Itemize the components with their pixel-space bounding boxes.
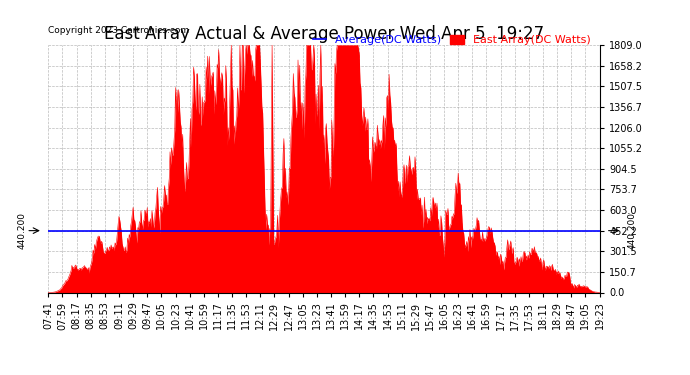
Text: 440.200: 440.200 xyxy=(17,212,26,249)
Title: East Array Actual & Average Power Wed Apr 5  19:27: East Array Actual & Average Power Wed Ap… xyxy=(104,26,544,44)
Legend: Average(DC Watts), East Array(DC Watts): Average(DC Watts), East Array(DC Watts) xyxy=(308,31,595,50)
Text: Copyright 2023 Cartronics.com: Copyright 2023 Cartronics.com xyxy=(48,26,190,35)
Text: 440.200: 440.200 xyxy=(628,212,637,249)
